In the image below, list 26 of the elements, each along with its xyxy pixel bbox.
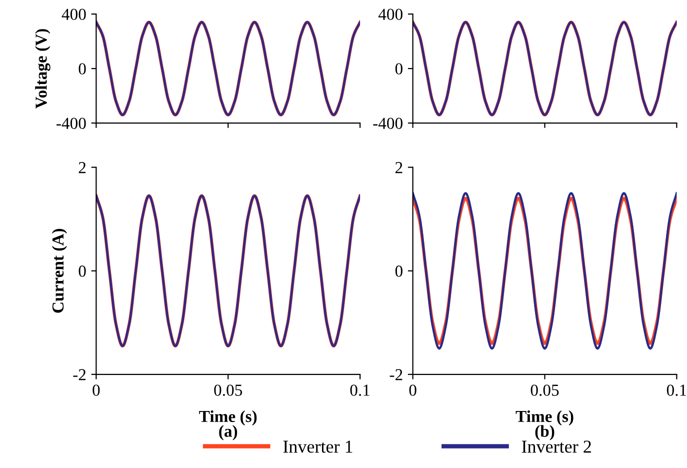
x-tick-label: 0.05 [530, 384, 559, 396]
y-tick-label: 400 [62, 8, 86, 20]
x-tick-label: 0.1 [350, 384, 370, 396]
y-tick-label: 0 [395, 63, 402, 74]
y-tick-label: 400 [378, 8, 402, 20]
legend-label: Inverter 2 [522, 440, 591, 453]
y-tick-label: 2 [78, 162, 86, 174]
y-tick-label: 0 [78, 266, 86, 277]
y-tick-label: -400 [56, 118, 86, 129]
x-axis-title: Time (s) [199, 410, 257, 426]
x-tick-label: 0.05 [214, 384, 242, 396]
legend-label: Inverter 1 [283, 440, 352, 453]
x-axis-title: Time (s) [516, 410, 574, 426]
y-axis-title: Voltage (V) [35, 29, 50, 109]
y-tick-label: 0 [78, 63, 86, 74]
y-tick-label: 2 [396, 162, 402, 174]
text: (a) [219, 425, 238, 440]
x-tick-label: 0.1 [666, 384, 686, 396]
text: (b) [535, 425, 554, 440]
x-tick-label: 0 [92, 384, 100, 396]
y-tick-label: 0 [395, 266, 402, 277]
y-tick-label: -2 [390, 369, 402, 380]
x-tick-label: 0 [409, 384, 416, 396]
y-tick-label: -400 [373, 118, 402, 129]
y-axis-title: Current (A) [52, 228, 68, 313]
y-tick-label: -2 [73, 369, 86, 380]
